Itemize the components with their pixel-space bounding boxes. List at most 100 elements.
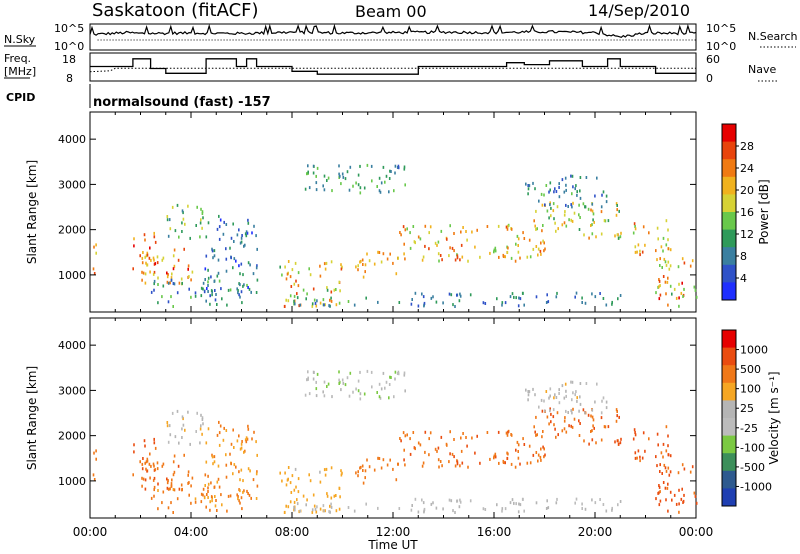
velocity-cell [230,442,233,446]
power-cell [634,245,637,249]
power-cell [555,229,557,233]
velocity-cell [247,467,250,471]
power-cell [328,304,330,308]
velocity-cell [194,500,197,504]
velocity-cell [150,464,152,468]
velocity-cell [141,467,144,471]
velocity-cell [247,427,250,431]
power-cell [348,188,351,192]
velocity-cell [402,431,405,435]
velocity-cell [432,501,434,505]
power-cell [298,304,300,308]
velocity-cell [340,469,342,473]
velocity-cell [225,429,228,432]
velocity-cell [422,501,425,505]
velocity-cell [176,497,179,501]
velocity-cell [662,455,664,459]
power-cell [667,260,670,264]
x-tick-label: 00:00 [73,525,108,539]
power-cell [178,281,181,285]
velocity-cell [223,426,225,430]
velocity-cell [395,478,398,482]
velocity-cell [294,467,297,471]
power-cell [217,258,220,262]
power-cell [591,232,594,236]
power-cell [156,261,159,265]
power-cell [449,246,451,250]
power-cell [639,249,641,253]
velocity-cell [409,437,411,441]
power-cell [171,205,174,209]
power-cell [247,221,250,225]
velocity-cell [519,462,521,466]
velocity-cell [691,465,694,469]
power-cell [229,246,231,250]
velocity-cell [340,473,343,477]
velocity-cell [294,508,296,512]
velocity-cell [173,470,176,474]
colorbar-segment [722,212,736,231]
power-cell [307,164,309,168]
velocity-cell [665,425,668,429]
velocity-cell [549,407,551,411]
power-cell [146,251,149,255]
velocity-cell [540,398,543,402]
velocity-cell [429,431,432,435]
power-cell [243,244,245,248]
y-tick-label: 2000 [58,430,86,443]
power-cell [527,184,529,187]
power-cell [379,190,382,194]
velocity-cell [182,417,184,421]
power-cell [339,289,341,293]
power-cell [414,241,416,245]
velocity-cell [617,442,620,446]
power-cell [658,285,660,289]
power-cell [393,189,395,193]
velocity-cell [423,510,425,514]
power-cell [570,174,572,178]
power-cell [240,236,243,240]
power-cell [360,259,362,263]
x-axis: 00:00 04:00 08:00 12:00 16:00 20:00 00:00 [73,525,714,539]
velocity-cell [456,499,458,503]
power-cell [412,225,415,228]
velocity-cell [245,436,248,440]
velocity-cell [285,483,288,487]
velocity-cell [173,454,176,458]
power-cell [173,282,176,286]
power-cell [616,204,618,207]
power-cell [572,185,574,189]
power-cell [678,304,680,308]
velocity-cell [146,459,149,463]
power-cell [565,203,567,207]
power-cell [239,272,241,276]
velocity-cell [338,507,341,511]
power-cell [578,203,580,207]
power-cell [570,203,572,207]
velocity-cell [216,433,219,437]
velocity-cell [162,462,165,466]
velocity-cell [403,448,405,452]
power-cell [230,256,232,260]
velocity-cell [526,461,529,465]
power-cell [517,250,520,254]
velocity-cell [344,383,347,387]
power-cell [141,278,143,282]
power-cell [213,279,216,283]
velocity-cell [171,411,174,415]
power-cell [437,252,440,256]
velocity-cell [297,490,300,494]
velocity-cell [202,422,204,426]
power-cell [302,288,305,292]
velocity-cell [178,441,180,445]
power-cell [600,232,603,236]
velocity-cell [144,444,146,448]
velocity-cell [204,484,206,487]
power-cell [616,208,618,212]
velocity-cell [403,371,406,375]
power-cell [430,296,433,300]
power-cell [323,188,326,192]
velocity-cell [604,425,607,429]
velocity-cell [388,383,391,386]
power-cell [398,301,401,304]
